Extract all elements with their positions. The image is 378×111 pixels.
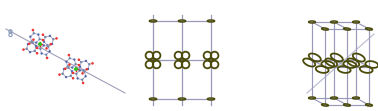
Circle shape [74, 59, 75, 60]
Circle shape [32, 30, 34, 31]
Circle shape [34, 50, 35, 51]
Circle shape [92, 63, 93, 64]
Circle shape [46, 54, 47, 55]
Circle shape [65, 68, 66, 69]
Circle shape [71, 71, 73, 72]
Circle shape [47, 45, 48, 46]
Circle shape [43, 41, 45, 42]
Circle shape [39, 39, 40, 40]
Circle shape [30, 36, 31, 37]
Circle shape [89, 64, 90, 65]
Circle shape [76, 73, 77, 74]
Circle shape [73, 78, 74, 79]
Circle shape [38, 34, 39, 35]
Circle shape [40, 48, 41, 49]
Circle shape [79, 66, 81, 67]
Circle shape [42, 40, 43, 41]
Circle shape [23, 49, 24, 50]
Circle shape [66, 77, 67, 78]
Circle shape [29, 52, 31, 53]
Circle shape [37, 47, 38, 49]
Circle shape [32, 42, 33, 43]
Circle shape [78, 59, 79, 60]
Circle shape [82, 82, 84, 83]
Circle shape [26, 48, 27, 49]
Circle shape [70, 75, 71, 76]
Circle shape [78, 64, 79, 66]
Circle shape [82, 73, 83, 74]
Circle shape [29, 43, 30, 44]
Circle shape [66, 61, 67, 62]
Circle shape [48, 46, 49, 47]
Circle shape [81, 62, 82, 63]
Circle shape [72, 67, 73, 68]
Circle shape [73, 72, 74, 73]
Circle shape [56, 38, 57, 39]
Circle shape [62, 73, 63, 74]
Circle shape [33, 33, 34, 34]
Circle shape [53, 39, 54, 40]
Circle shape [83, 70, 84, 71]
Circle shape [46, 57, 48, 58]
Circle shape [42, 34, 43, 35]
Circle shape [67, 66, 68, 67]
Circle shape [75, 68, 77, 70]
Circle shape [36, 42, 37, 43]
Circle shape [41, 53, 42, 54]
Circle shape [69, 58, 70, 59]
Circle shape [49, 51, 50, 52]
Circle shape [82, 79, 83, 80]
Circle shape [59, 74, 60, 75]
Circle shape [86, 69, 87, 70]
Circle shape [68, 55, 70, 56]
Circle shape [31, 41, 32, 42]
Circle shape [43, 45, 44, 46]
Circle shape [46, 48, 47, 49]
Circle shape [37, 53, 38, 54]
Circle shape [85, 76, 86, 77]
Circle shape [33, 39, 34, 40]
Circle shape [69, 64, 70, 65]
Circle shape [77, 78, 78, 79]
Circle shape [39, 43, 41, 45]
Circle shape [75, 64, 76, 65]
Circle shape [50, 44, 51, 45]
Circle shape [84, 71, 85, 72]
Circle shape [51, 43, 53, 44]
Circle shape [85, 60, 87, 61]
Circle shape [79, 70, 80, 71]
Circle shape [45, 37, 46, 38]
Circle shape [68, 67, 69, 68]
